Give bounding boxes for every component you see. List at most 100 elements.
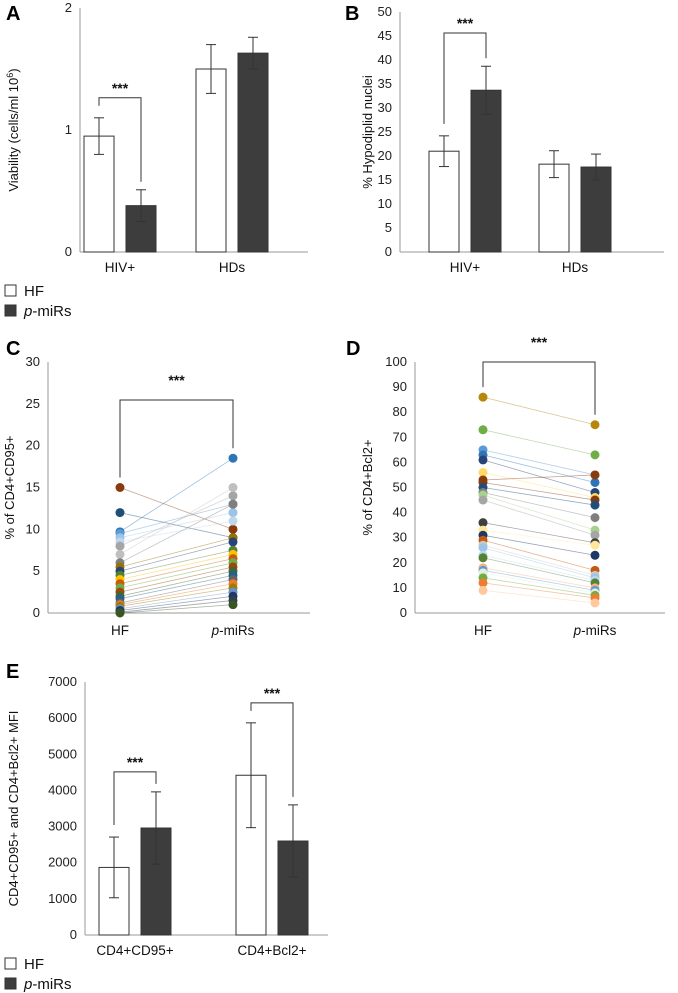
y-tick-label: 5 [33,563,40,578]
y-tick-label: 35 [378,76,392,91]
y-tick-label: 7000 [48,674,77,689]
pair-line [119,583,234,606]
pair-line [482,590,596,604]
point-pmirs [590,470,600,480]
pair-line [119,503,234,534]
pair-line [119,591,234,610]
point-pmirs [228,499,238,509]
y-tick-label: 30 [393,530,407,545]
point-hf [478,553,488,563]
panel-letter: B [345,3,359,25]
pair-line [482,529,596,546]
point-pmirs [590,540,600,550]
pair-line [482,554,596,581]
point-pmirs [590,598,600,608]
x-label-pmirs: p-miRs [211,623,255,638]
point-pmirs [590,450,600,460]
significance-label: *** [457,15,474,31]
y-tick-label: 1 [65,122,72,137]
significance-bracket [98,97,142,182]
bar-hf [195,68,227,253]
bar-hf [83,135,115,253]
panel-b: B 0 5 10 15 20 25 30 35 40 45 50 % Hypodiplid nuclei… [345,3,664,275]
y-tick-label: 1000 [48,891,77,906]
y-tick-label: 10 [393,580,407,595]
pair-line [482,429,596,456]
legend-label-hf: HF [24,956,44,973]
legend-swatch-hf [4,957,17,970]
y-axis-title: CD4+CD95+ and CD4+Bcl2+ MFI [6,711,21,907]
point-pmirs [228,508,238,518]
point-pmirs [228,537,238,547]
x-category-label: CD4+Bcl2+ [237,943,306,958]
panel-letter: D [346,338,360,360]
y-tick-label: 0 [65,244,72,259]
point-hf [478,425,488,435]
y-tick-label: 70 [393,429,407,444]
pair-line [482,557,596,584]
point-pmirs [590,530,600,540]
significance-label: *** [127,754,144,770]
pair-line [482,494,596,531]
y-tick-label: 10 [378,196,392,211]
pair-line [482,459,596,493]
point-pmirs [228,524,238,534]
bar-hf [428,150,460,253]
legend-swatch-hf [4,284,17,297]
significance-bracket [250,702,294,797]
pair-line [482,472,596,498]
pair-line [119,541,234,572]
pair-line [482,544,596,576]
pair-line [482,577,596,596]
pair-line [482,454,596,483]
x-label-hf: HF [111,623,129,638]
panel-letter: A [6,3,20,25]
y-tick-label: 20 [393,555,407,570]
significance-bracket [119,399,234,478]
bar-pmirs [580,166,612,253]
legend-label-pmirs: p-miRs [23,303,72,320]
point-hf [115,549,125,559]
x-category-label: HDs [219,260,245,275]
pair-line [119,457,234,533]
y-tick-label: 6000 [48,710,77,725]
pair-line [119,574,234,600]
point-hf [115,608,125,618]
y-tick-label: 20 [378,148,392,163]
point-hf [478,467,488,477]
pair-line [482,482,596,501]
pair-line [119,537,234,568]
y-tick-label: 45 [378,28,392,43]
y-tick-label: 20 [26,438,40,453]
point-pmirs [590,500,600,510]
pair-line [482,567,596,589]
y-tick-label: 90 [393,379,407,394]
legend-swatch-pmirs [4,977,17,990]
x-label-pmirs: p-miRs [573,623,617,638]
pair-line [482,534,596,556]
pair-line [119,549,234,576]
pair-line [482,487,596,506]
pair-line [482,474,596,481]
pair-line [119,604,234,614]
significance-bracket [113,771,157,826]
y-axis-title: % of CD4+Bcl2+ [360,439,375,535]
y-tick-label: 0 [70,927,77,942]
panel-letter: E [6,661,19,683]
pair-line [119,570,234,597]
pair-line [119,512,234,539]
y-tick-label: 0 [385,244,392,259]
pair-line [482,449,596,476]
x-category-label: HIV+ [105,260,136,275]
bar-pmirs [125,205,157,253]
panel-e: E 0 1000 2000 3000 4000 5000 6000 7000 CD4+CD95+ … [6,661,328,958]
x-category-label: HDs [562,260,588,275]
point-pmirs [228,600,238,610]
bar-pmirs [470,89,502,253]
pair-line [119,595,234,611]
y-tick-label: 30 [26,354,40,369]
point-hf [478,585,488,595]
significance-label: *** [168,372,185,388]
y-tick-label: 100 [385,354,407,369]
pair-line [482,582,596,599]
